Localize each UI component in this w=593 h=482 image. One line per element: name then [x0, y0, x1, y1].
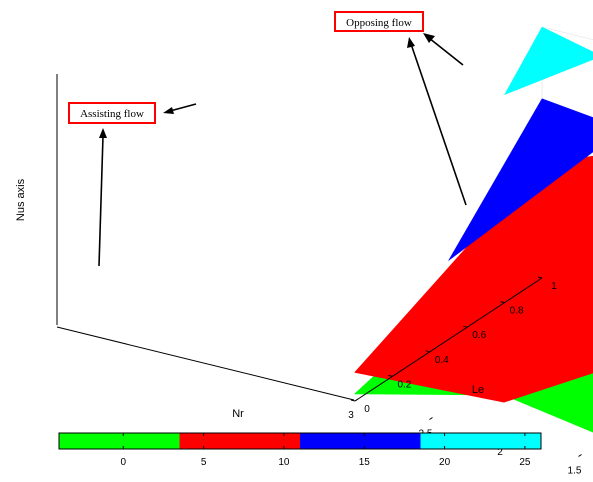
x-tick-mark	[429, 417, 433, 420]
annotation-box	[68, 102, 156, 124]
x-tick-label: 3	[348, 410, 354, 421]
colorbar-tick-label: 20	[439, 457, 451, 468]
y-tick-label: 0.2	[397, 379, 411, 390]
y-axis-label: Le	[472, 384, 484, 396]
x-tick-label: 2	[497, 447, 503, 458]
annotation-arrow	[428, 37, 464, 66]
x-axis-label: Nr	[232, 408, 244, 420]
y-tick-mark	[537, 276, 543, 279]
z-axis: -5051015202530 Nus axis	[15, 74, 58, 325]
colorbar-band	[420, 433, 541, 449]
y-tick-mark	[500, 301, 505, 304]
colorbar-bands	[59, 433, 541, 449]
annotation-label: Opposing flow	[346, 17, 412, 29]
arrow-head	[163, 107, 174, 114]
annotation-label: Assisting flow	[80, 108, 144, 120]
y-tick-label: 0.8	[510, 306, 524, 317]
y-tick-mark	[350, 399, 356, 402]
arrow-head	[407, 37, 415, 48]
colorbar-band	[59, 433, 180, 449]
y-tick-mark	[388, 374, 393, 377]
annotation-arrow	[98, 135, 104, 267]
annotation-assisting-flow: Assisting flow	[68, 102, 197, 267]
surface-patch	[504, 26, 593, 95]
y-axis-ticks: 0 0.2 0.4 0.6 0.8 1	[350, 276, 557, 415]
red-surface	[354, 155, 593, 403]
colorbar-band	[300, 433, 421, 449]
annotation-opposing-flow: Opposing flow	[334, 11, 467, 206]
annotation-box	[334, 11, 424, 32]
y-tick-mark	[463, 325, 468, 328]
x-axis-line	[56, 326, 355, 401]
cyan-surface	[504, 26, 593, 95]
y-tick-label: 0.4	[435, 355, 449, 366]
y-tick-mark	[425, 350, 430, 353]
x-tick-mark	[578, 454, 582, 457]
surfaces-layer	[354, 26, 593, 433]
annotation-arrow	[169, 103, 197, 112]
blue-surface	[448, 98, 593, 261]
colorbar-tick-label: 5	[201, 457, 207, 468]
colorbar-band	[179, 433, 300, 449]
colorbar: 0 5 10 15 20 25	[58, 432, 542, 468]
y-tick-label: 0.6	[472, 330, 486, 341]
colorbar-tick-label: 15	[359, 457, 371, 468]
y-tick-label: 1	[551, 281, 557, 292]
z-axis-label: Nus axis	[15, 178, 27, 221]
y-axis: 0 0.2 0.4 0.6 0.8 1 Le	[350, 276, 557, 415]
colorbar-tick-label: 10	[278, 457, 290, 468]
colorbar-frame	[58, 432, 542, 450]
colorbar-tick-label: 25	[519, 457, 531, 468]
x-tick-label: 1.5	[568, 466, 582, 477]
y-tick-label: 0	[364, 404, 370, 415]
arrow-head	[99, 128, 107, 138]
colorbar-ticks: 0 5 10 15 20 25	[121, 433, 531, 468]
arrow-head	[423, 33, 435, 43]
y-axis-line	[354, 277, 543, 402]
annotation-arrow	[410, 43, 467, 206]
colorbar-tick-label: 0	[121, 457, 127, 468]
